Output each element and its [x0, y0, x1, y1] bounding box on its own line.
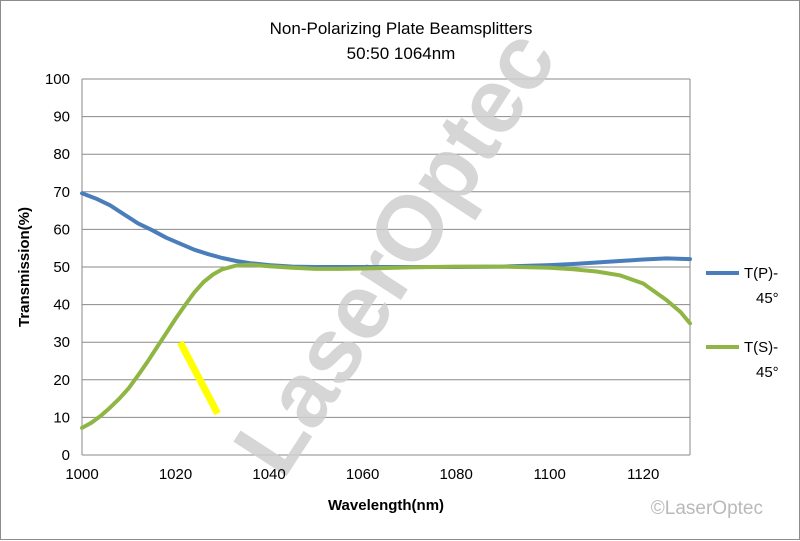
legend-label-ts-line1: T(S)-: [744, 339, 778, 356]
series-lines: [80, 191, 692, 430]
y-tick-label: 50: [53, 259, 70, 276]
copyright-text: ©LaserOptec: [651, 498, 763, 519]
plot-area: [81, 79, 691, 455]
legend-label-tp-line1: T(P)-: [744, 265, 778, 282]
legend: T(P)- 45° T(S)- 45°: [706, 265, 779, 381]
y-tick-label: 0: [62, 447, 70, 464]
watermark-text: LaserOptec: [214, 12, 575, 492]
series-line-1: [80, 262, 692, 430]
y-tick-label: 10: [53, 409, 70, 426]
y-axis-label: Transmission(%): [16, 207, 33, 327]
y-tick-labels: 0 10 20 30 40 50 60 70 80 90 100: [45, 71, 70, 464]
y-tick-label: 90: [53, 109, 70, 126]
x-tick-label: 1000: [65, 466, 98, 483]
y-tick-label: 70: [53, 184, 70, 201]
y-tick-label: 80: [53, 146, 70, 163]
watermark: LaserOptec: [214, 12, 575, 492]
y-tick-label: 60: [53, 221, 70, 238]
legend-item-ts: T(S)- 45°: [706, 339, 779, 381]
chart-title: Non-Polarizing Plate Beamsplitters: [270, 19, 533, 38]
highlight-stroke: [177, 340, 221, 416]
y-tick-label: 20: [53, 372, 70, 389]
y-tick-label: 40: [53, 297, 70, 314]
legend-label-tp-line2: 45°: [756, 290, 779, 307]
x-tick-label: 1060: [346, 466, 379, 483]
y-tick-label: 30: [53, 334, 70, 351]
chart-subtitle: 50:50 1064nm: [347, 44, 456, 63]
legend-label-ts-line2: 45°: [756, 364, 779, 381]
highlight-annotation: [177, 340, 221, 416]
x-tick-label: 1040: [252, 466, 285, 483]
x-tick-labels: 1000 1020 1040 1060 1080 1100 1120: [65, 466, 659, 483]
x-tick-label: 1020: [159, 466, 192, 483]
x-tick-label: 1080: [439, 466, 472, 483]
x-tick-label: 1120: [627, 466, 659, 483]
gridlines: [82, 78, 690, 456]
y-tick-label: 100: [45, 71, 70, 88]
x-axis-label: Wavelength(nm): [328, 497, 444, 514]
x-tick-label: 1100: [534, 466, 566, 483]
legend-item-tp: T(P)- 45°: [706, 265, 779, 307]
